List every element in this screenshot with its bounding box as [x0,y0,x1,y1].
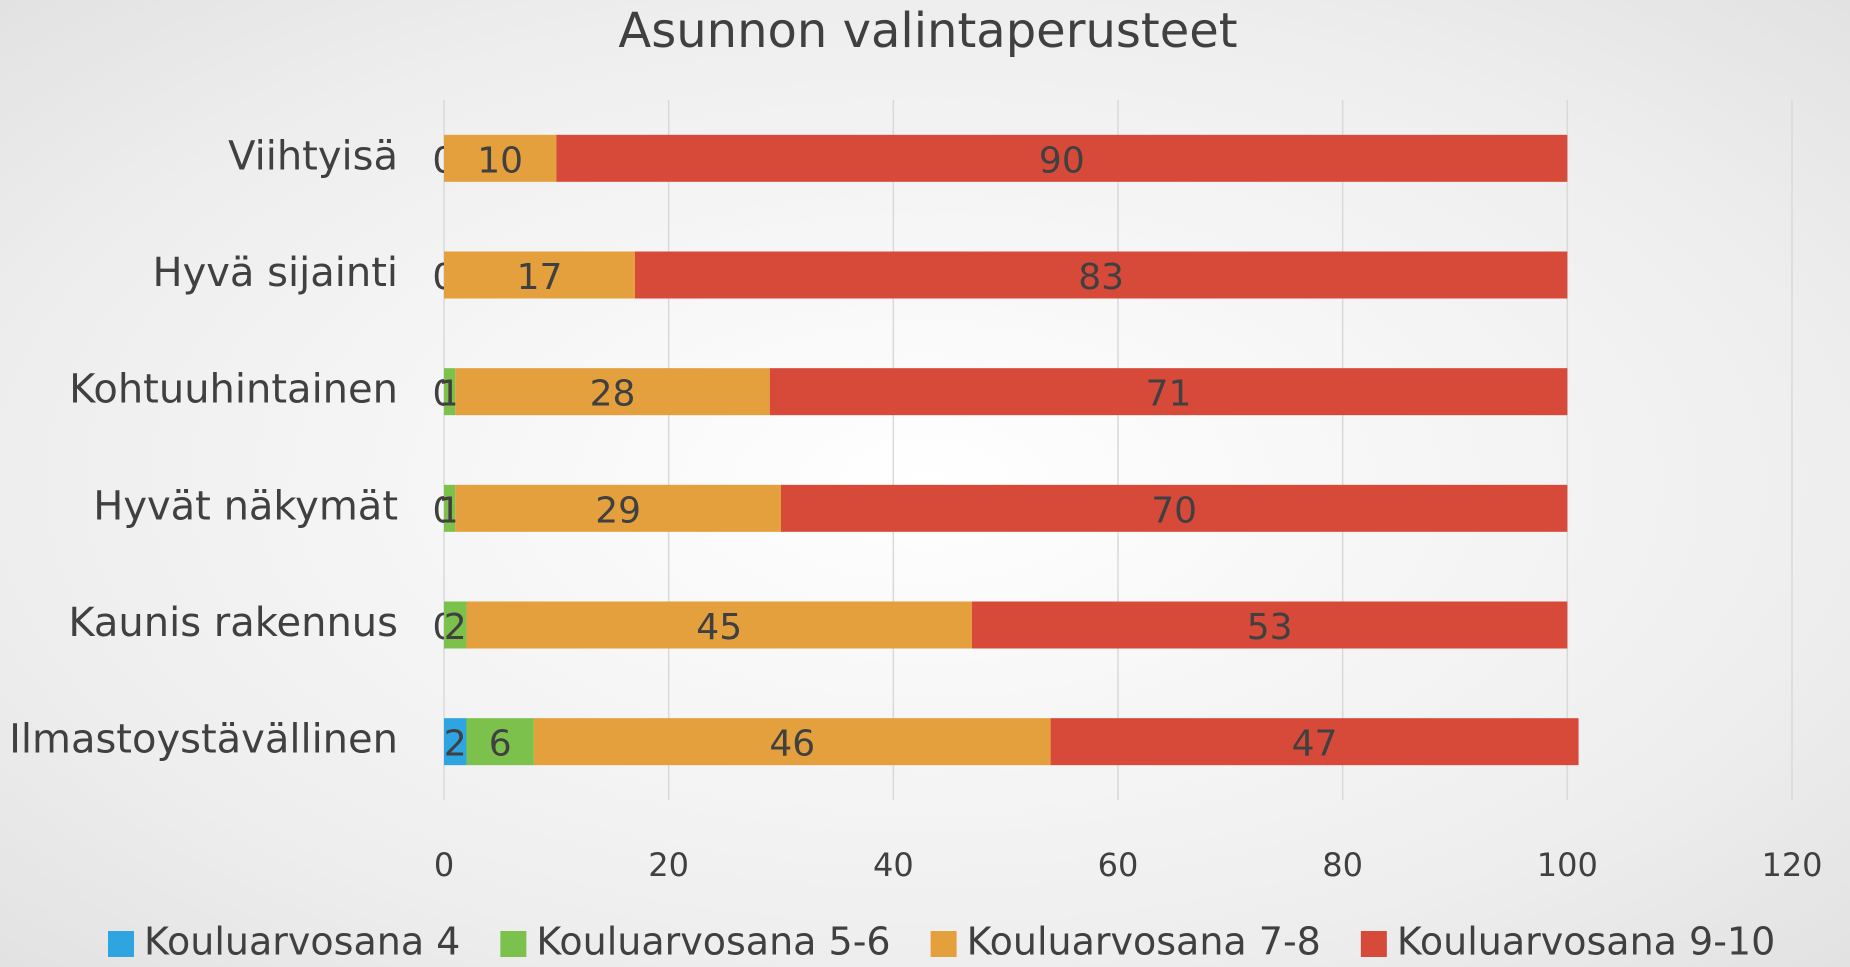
bar-segment [444,251,635,299]
legend-label: Kouluarvosana 5-6 [536,920,890,964]
data-label: 47 [1292,724,1338,765]
data-label: 29 [595,490,641,531]
x-tick-label: 60 [1098,846,1139,884]
y-tick-label: Hyvät näkymät [93,483,398,529]
legend-marker [930,931,957,957]
data-label: 53 [1247,607,1293,648]
x-tick-label: 0 [434,846,454,884]
x-tick-label: 100 [1537,846,1598,884]
bar-segment [781,484,1568,532]
y-tick-label: Ilmastoystävällinen [9,717,398,763]
data-label: 28 [590,374,636,415]
y-tick-label: Kohtuuhintainen [69,367,398,413]
y-tick-label: Hyvä sijainti [153,250,399,296]
chart-title: Asunnon valintaperusteet [618,3,1237,59]
data-label: 90 [1039,140,1085,181]
x-tick-label: 20 [648,846,689,884]
legend-label: Kouluarvosana 7-8 [967,920,1321,964]
bar-segment [455,368,770,416]
data-label: 10 [477,140,523,181]
data-label: 71 [1146,374,1192,415]
bar-segment [533,718,1051,766]
bar-segment [769,368,1568,416]
legend-label: Kouluarvosana 9-10 [1397,920,1775,964]
bar-segment [971,601,1568,649]
legend-marker [108,931,134,957]
x-tick-label: 40 [873,846,914,884]
bar-segment [444,718,467,766]
data-label: 83 [1078,257,1124,298]
bar-segment [556,134,1568,182]
y-tick-label: Kaunis rakennus [68,600,398,646]
data-label: 2 [444,607,467,648]
legend-label: Kouluarvosana 4 [144,920,460,964]
bar-segment [466,601,972,649]
bar-segment [444,368,456,416]
bar-segment [444,601,467,649]
data-label: 2 [444,724,467,765]
legend-marker [1360,931,1387,957]
data-label: 17 [517,257,563,298]
x-tick-label: 120 [1761,846,1822,884]
bar-segment [1050,718,1579,766]
y-tick-label: Viihtyisä [228,133,398,179]
bar-segment [455,484,781,532]
bar-segment [444,134,557,182]
data-label: 45 [696,607,742,648]
bar-segment [634,251,1568,299]
legend-marker [500,931,527,957]
data-label: 6 [489,724,512,765]
bar-segment [466,718,534,766]
data-label: 46 [769,724,815,765]
bar-segment [444,484,456,532]
x-tick-label: 80 [1322,846,1363,884]
data-label: 70 [1151,490,1197,531]
